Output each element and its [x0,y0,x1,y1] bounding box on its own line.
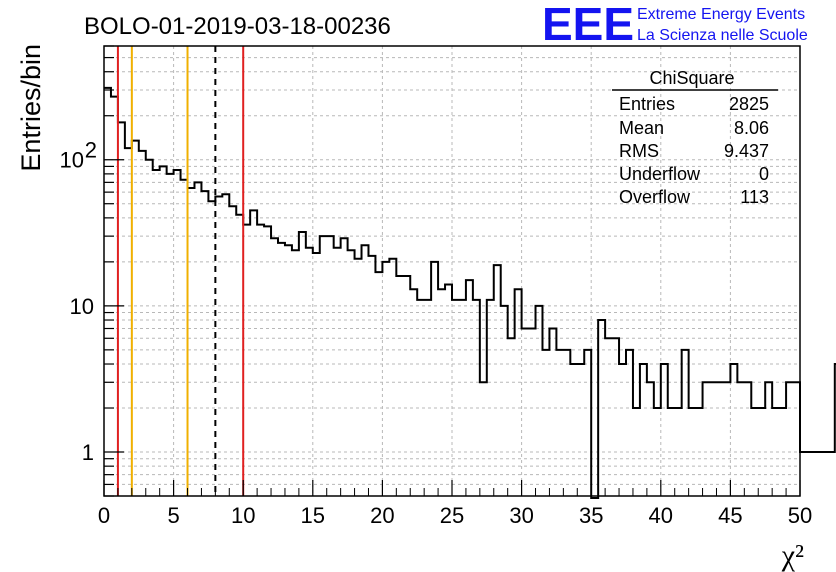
stats-value-mean: 8.06 [734,118,769,138]
x-tick-label: 35 [579,503,603,528]
histogram-layer [104,86,836,499]
run-title: BOLO-01-2019-03-18-00236 [84,13,391,40]
x-tick-label: 50 [788,503,812,528]
x-tick-label: 40 [649,503,673,528]
stats-value-overflow: 113 [740,187,769,207]
stats-value-entries: 2825 [729,94,769,114]
y-tick-label: 10 [70,294,94,319]
stats-box: ChiSquare Entries 2825 Mean 8.06 RMS 9.4… [612,68,778,207]
x-tick-label: 20 [370,503,394,528]
logo-line-2: La Scienza nelle Scuole [637,27,808,44]
x-tick-label: 30 [509,503,533,528]
reference-lines-layer [116,46,245,496]
eee-logo: EEE Extreme Energy Events La Scienza nel… [542,0,808,50]
stats-label-entries: Entries [619,94,675,114]
x-axis-label: χ² [781,539,804,572]
grid-layer [104,45,800,497]
x-tick-label: 5 [167,503,179,528]
x-tick-label: 10 [231,503,255,528]
histogram-outline [104,86,836,499]
axis-ticks-layer [103,45,801,497]
y-tick-label: 10 [60,148,84,173]
logo-line-1: Extreme Energy Events [637,6,805,23]
stats-label-underflow: Underflow [619,164,701,184]
stats-value-rms: 9.437 [724,141,769,161]
x-tick-label: 25 [440,503,464,528]
y-tick-exponent: 2 [85,138,97,163]
x-tick-label: 45 [718,503,742,528]
stats-label-rms: RMS [619,141,659,161]
x-tick-label: 0 [98,503,110,528]
stats-label-overflow: Overflow [619,187,691,207]
stats-value-underflow: 0 [759,164,769,184]
x-tick-label: 15 [301,503,325,528]
y-axis-label: Entries/bin [16,44,46,172]
y-tick-label: 1 [82,440,94,465]
eee-logo-text: EEE [542,0,634,50]
stats-label-mean: Mean [619,118,664,138]
stats-title: ChiSquare [649,68,734,88]
